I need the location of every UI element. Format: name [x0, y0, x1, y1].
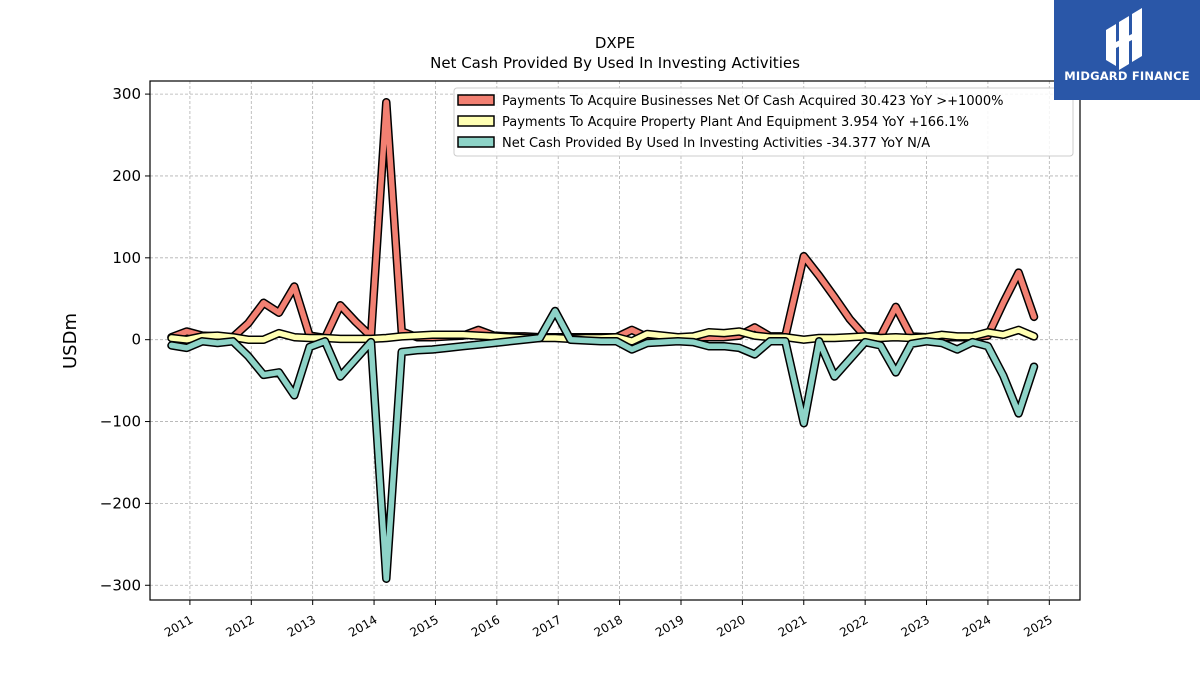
chart-subtitle: Net Cash Provided By Used In Investing A…	[430, 54, 800, 72]
y-tick-label: −100	[100, 413, 141, 431]
x-tick-label: 2014	[346, 612, 379, 639]
y-tick-label: 200	[112, 167, 141, 185]
plot-area-frame	[149, 80, 1081, 601]
axis-ticks: 2011 2012 2013 2014 2015 2016 2017 2018 2019 2020…	[100, 85, 1055, 640]
net-investing-series-line	[167, 306, 1039, 583]
x-tick-label: 2019	[653, 612, 686, 639]
series-lines	[167, 98, 1039, 583]
x-tick-label: 2011	[162, 612, 195, 639]
x-tick-label: 2013	[285, 612, 318, 639]
legend-label: Net Cash Provided By Used In Investing A…	[502, 136, 930, 151]
x-tick-label: 2020	[714, 612, 747, 639]
x-tick-label: 2022	[837, 612, 870, 639]
net-investing-series-stroke	[168, 308, 1037, 582]
brand-logo: MIDGARD FINANCE	[1054, 0, 1200, 100]
y-tick-label: −300	[100, 576, 141, 594]
x-tick-label: 2023	[899, 612, 932, 639]
x-tick-label: 2016	[469, 612, 502, 639]
legend-box	[453, 87, 1074, 157]
legend-swatch	[457, 115, 495, 127]
x-tick-label: 2012	[223, 612, 256, 639]
y-tick-label: 100	[112, 249, 141, 267]
x-tick-label: 2018	[592, 612, 625, 639]
x-tick-label: 2021	[776, 612, 809, 639]
chart-title: DXPE	[595, 34, 635, 52]
brand-name: MIDGARD FINANCE	[1064, 69, 1190, 83]
x-tick-label: 2015	[407, 612, 440, 639]
legend-swatch	[457, 94, 495, 106]
x-tick-label: 2024	[960, 612, 993, 639]
x-tick-label: 2025	[1021, 612, 1054, 639]
legend: Payments To Acquire Businesses Net Of Ca…	[453, 87, 1074, 157]
y-tick-label: 0	[131, 331, 141, 349]
legend-label: Payments To Acquire Property Plant And E…	[502, 115, 969, 130]
y-tick-label: 300	[112, 85, 141, 103]
x-tick-label: 2017	[530, 612, 563, 639]
y-tick-label: −200	[100, 494, 141, 512]
midgard-logo-icon	[1106, 8, 1142, 70]
y-axis-label: USDm	[60, 313, 81, 369]
legend-swatch	[457, 136, 495, 148]
legend-label: Payments To Acquire Businesses Net Of Ca…	[502, 94, 1004, 109]
